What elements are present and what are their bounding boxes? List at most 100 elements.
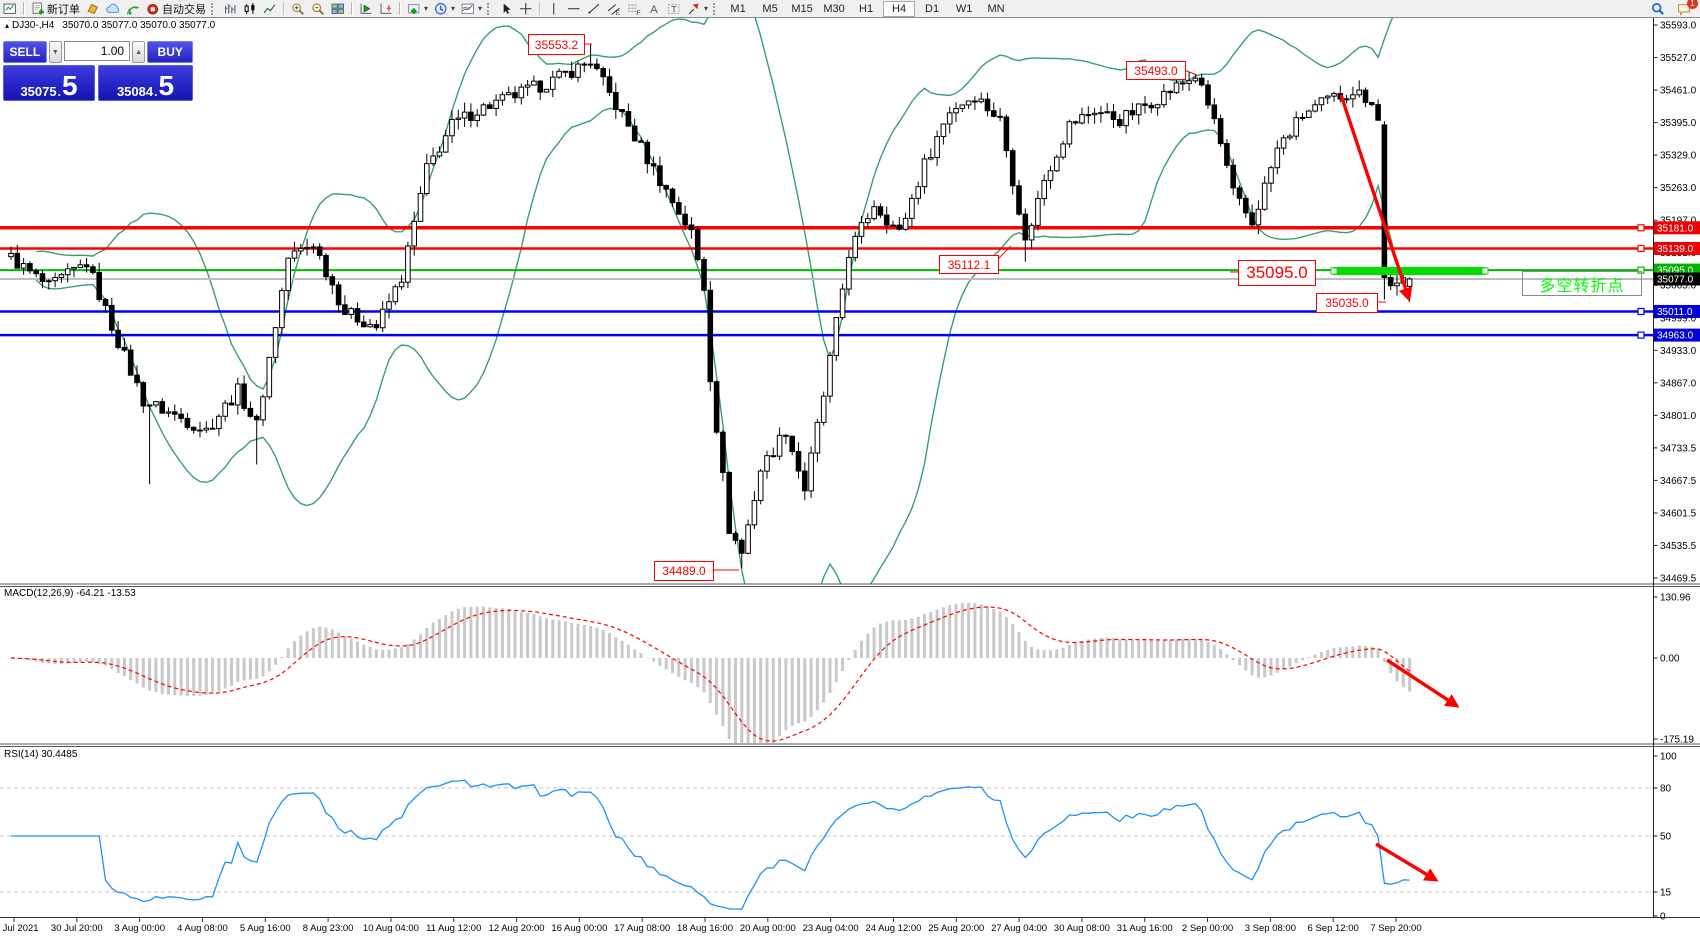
bollinger-lower-band[interactable] — [35, 107, 1411, 643]
volume-input[interactable] — [64, 41, 131, 61]
y-axis-tick-label: 35329.0 — [1660, 151, 1697, 162]
timeframe-M1[interactable]: M1 — [730, 2, 746, 15]
highlight-bar-handle[interactable] — [1330, 267, 1338, 275]
candle — [39, 273, 46, 283]
horizontal-line-button[interactable] — [565, 1, 583, 16]
macd-histogram-bar — [967, 602, 971, 658]
vertical-line-button[interactable] — [545, 1, 563, 16]
y-axis-tick-label: 35593.0 — [1660, 21, 1697, 32]
candle — [512, 92, 518, 99]
market-watch-button[interactable] — [104, 1, 122, 16]
new-order-button[interactable]: 新订单 — [29, 1, 82, 16]
trendline-button[interactable] — [585, 1, 603, 16]
chevron-down-icon[interactable]: ▾ — [478, 4, 483, 13]
toolbar-grip[interactable] — [211, 2, 216, 15]
chart-region[interactable]: 35593.0 35527.0 35461.0 35395.0 35329.0 35263… — [0, 17, 1700, 936]
timeframe-M15[interactable]: M15 — [791, 2, 813, 15]
price-tag-35553.2[interactable]: 35553.2 — [528, 34, 585, 55]
candle — [335, 284, 342, 306]
candle — [1387, 277, 1394, 287]
volume-decrease-button[interactable]: ▼ — [48, 41, 63, 63]
highlight-bar-handle[interactable] — [1481, 267, 1489, 275]
candlesticks[interactable] — [8, 44, 1413, 569]
price-tag-35493.0[interactable]: 35493.0 — [1126, 61, 1186, 80]
macd-histogram-bar — [834, 658, 838, 683]
macd-histogram-bar — [878, 623, 882, 658]
zoom-out-button[interactable] — [309, 1, 327, 16]
buy-button[interactable]: BUY — [147, 41, 194, 63]
macd-arrow[interactable] — [1386, 658, 1460, 708]
sell-price[interactable]: 35075. 5 — [3, 65, 95, 101]
fibonacci-button[interactable]: F — [625, 1, 643, 16]
sell-button[interactable]: SELL — [3, 41, 47, 63]
toolbar-right: 1 — [1648, 0, 1698, 16]
cn-annotation-note[interactable]: 多空转折点 — [1522, 271, 1642, 296]
macd-indicator[interactable] — [9, 602, 1412, 759]
hline-handle[interactable] — [1637, 224, 1645, 232]
main-chart-arrow[interactable] — [1339, 94, 1413, 302]
text-label-button[interactable]: T — [665, 1, 683, 16]
buy-price[interactable]: 35084. 5 — [98, 65, 193, 101]
candle — [1066, 121, 1073, 145]
timeframe-H1[interactable]: H1 — [859, 2, 874, 15]
chevron-down-icon[interactable]: ▾ — [704, 4, 709, 13]
bars-chart-icon — [225, 3, 236, 13]
chevron-down-icon[interactable]: ▾ — [451, 4, 456, 13]
chart-window-button[interactable] — [1, 1, 19, 16]
price-tag-35095.0[interactable]: 35095.0 — [1238, 260, 1316, 286]
hline-handle[interactable] — [1637, 307, 1645, 316]
chevron-down-icon[interactable]: ▾ — [424, 4, 429, 13]
templates-button[interactable]: ▾ — [459, 1, 484, 16]
periods-button[interactable]: ▾ — [432, 1, 457, 16]
bollinger-upper-band[interactable] — [36, 0, 1409, 391]
candle — [241, 383, 247, 409]
hline-handle[interactable] — [1637, 331, 1645, 339]
line-chart-button[interactable] — [261, 1, 279, 16]
price-tag-35035.0[interactable]: 35035.0 — [1316, 293, 1378, 313]
timeframe-M30[interactable]: M30 — [823, 2, 845, 15]
collapse-chart-icon[interactable]: ▴ — [5, 21, 10, 30]
macd-histogram-bar — [1256, 658, 1260, 678]
arrows-button[interactable]: ▾ — [685, 1, 710, 16]
auto-trading-button[interactable]: 自动交易 — [144, 1, 208, 16]
rsi-indicator[interactable] — [0, 779, 1653, 910]
timeframe-MN[interactable]: MN — [987, 2, 1005, 15]
hline-handle[interactable] — [1637, 244, 1645, 253]
chart-shift-button[interactable] — [377, 1, 395, 16]
support-highlight-bar[interactable] — [1333, 267, 1486, 275]
rsi-arrow[interactable] — [1375, 842, 1439, 882]
candle — [524, 84, 531, 88]
candlestick-chart-button[interactable] — [241, 1, 259, 16]
price-tag-35112.1[interactable]: 35112.1 — [939, 255, 999, 274]
cursor-button[interactable] — [497, 1, 515, 16]
toolbar-grip[interactable] — [487, 2, 492, 15]
zoom-in-button[interactable] — [289, 1, 307, 16]
toolbar-grip[interactable] — [713, 2, 718, 15]
price-badge-label: 35095.0 — [1657, 266, 1694, 277]
text-button[interactable]: A — [645, 1, 663, 16]
macd-histogram-bar — [1061, 647, 1065, 658]
strategy-tester-button[interactable] — [357, 1, 375, 16]
crosshair-button[interactable] — [517, 1, 535, 16]
add-indicator-button[interactable]: ▾ — [405, 1, 430, 16]
price-tag-34489.0[interactable]: 34489.0 — [654, 561, 714, 581]
search-button[interactable] — [1649, 1, 1667, 16]
bars-chart-button[interactable] — [221, 1, 239, 16]
macd-histogram-bar — [778, 658, 782, 737]
equidistant-channel-button[interactable]: E — [605, 1, 623, 16]
tile-windows-button[interactable] — [329, 1, 347, 16]
macd-histogram-bar — [841, 658, 845, 672]
volume-increase-button[interactable]: ▲ — [132, 41, 146, 63]
candle — [1129, 110, 1136, 116]
timeframe-H4[interactable]: H4 — [883, 0, 916, 17]
macd-histogram-bar — [1332, 648, 1336, 658]
notifications-button[interactable]: 1 — [1675, 0, 1698, 16]
timeframe-W1[interactable]: W1 — [955, 2, 973, 15]
macd-signal-line — [10, 606, 1410, 742]
favorites-button[interactable] — [84, 1, 102, 16]
signals-button[interactable] — [124, 1, 142, 16]
timeframe-D1[interactable]: D1 — [925, 2, 940, 15]
timeframe-M5[interactable]: M5 — [762, 2, 778, 15]
candle — [424, 163, 430, 195]
